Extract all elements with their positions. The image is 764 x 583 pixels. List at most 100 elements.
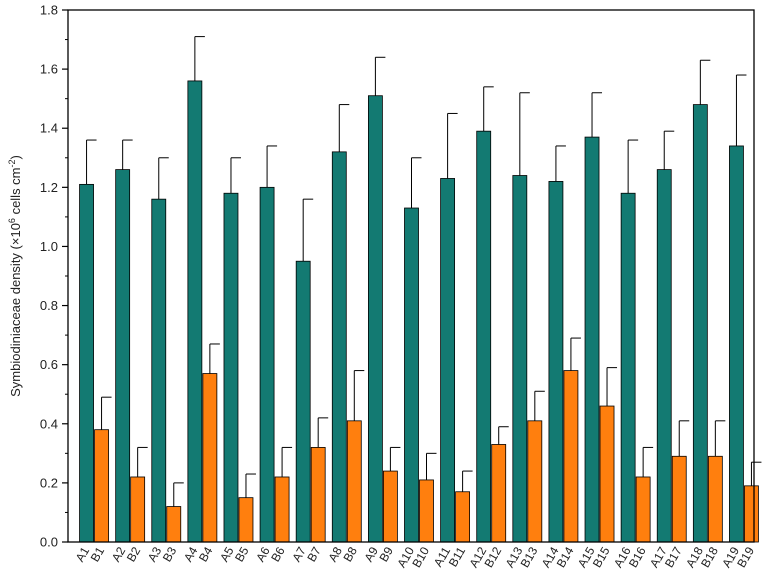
error-bar-B1: [101, 396, 112, 430]
bar-B15: [599, 405, 615, 543]
error-bar-A19: [735, 74, 747, 146]
error-bar-B19: [750, 461, 762, 486]
error-bar-A10: [411, 157, 422, 209]
bar-B5: [238, 497, 254, 543]
y-axis-label-exponent: 6: [7, 218, 17, 223]
error-bar-B4: [209, 343, 220, 374]
error-bar-A5: [230, 157, 241, 194]
error-bar-B17: [678, 420, 690, 457]
bar-A7: [295, 260, 311, 543]
bar-B2: [130, 476, 146, 543]
x-tick-label-B11: B11: [446, 544, 469, 569]
bar-B3: [166, 506, 182, 543]
error-bar-A7: [302, 198, 314, 262]
y-axis-label-exponent-2: -2: [7, 159, 17, 167]
bar-B12: [491, 444, 507, 543]
y-tick-label: 1.2: [40, 180, 58, 195]
x-tick-label-B18: B18: [698, 544, 721, 570]
error-bar-B15: [606, 367, 618, 407]
y-tick-label: 0.0: [40, 535, 58, 550]
bar-B16: [635, 476, 651, 543]
bar-A10: [404, 207, 419, 543]
bar-A1: [79, 183, 94, 543]
x-tick-label-B7: B7: [304, 544, 324, 564]
y-tick-label: 1.6: [40, 62, 58, 77]
x-tick-label-A3: A3: [145, 544, 165, 564]
bar-A5: [223, 192, 239, 543]
error-bar-B7: [317, 417, 329, 448]
bar-A17: [656, 169, 672, 543]
error-bar-B13: [534, 390, 545, 421]
bar-B10: [419, 479, 434, 543]
bar-B6: [274, 476, 290, 543]
error-bar-A6: [266, 145, 278, 188]
bar-B9: [382, 470, 398, 543]
x-tick-label-B8: B8: [340, 544, 360, 564]
error-bar-A4: [194, 36, 205, 81]
bars-layer: [79, 80, 759, 543]
bar-A16: [620, 192, 636, 543]
y-axis-label-prefix: Symbiodiniaceae density (×10: [8, 223, 23, 397]
x-tick-label-A1: A1: [73, 544, 93, 564]
bar-A6: [259, 186, 275, 543]
error-bar-B16: [642, 446, 654, 477]
error-bar-A13: [519, 92, 530, 176]
bar-A2: [115, 169, 131, 543]
error-bar-A2: [122, 139, 133, 170]
bar-A3: [151, 198, 167, 543]
x-tick-label-B13: B13: [518, 544, 541, 570]
error-bar-A18: [699, 59, 711, 105]
y-tick-label: 1.4: [40, 121, 58, 136]
bar-A11: [440, 178, 456, 543]
x-tick-label-A9: A9: [362, 544, 382, 564]
bar-B8: [346, 420, 362, 543]
x-tick-label-B15: B15: [590, 544, 613, 570]
x-tick-label-B14: B14: [554, 544, 577, 570]
bar-B11: [455, 491, 471, 543]
error-bar-B3: [173, 482, 184, 507]
x-tick-label-B1: B1: [88, 544, 108, 564]
error-bar-A1: [86, 139, 97, 185]
bar-B1: [94, 429, 109, 543]
y-axis-label: Symbiodiniaceae density (×106 cells cm-2…: [7, 155, 23, 397]
bar-A15: [584, 136, 600, 543]
x-tick-label-B17: B17: [662, 544, 685, 570]
x-tick-label-B4: B4: [196, 544, 216, 564]
x-tick-label-B2: B2: [124, 544, 144, 564]
bar-A14: [548, 181, 564, 543]
y-tick-label: 0.6: [40, 357, 58, 372]
bar-A13: [512, 175, 528, 543]
error-bar-A3: [158, 157, 169, 200]
error-bar-A17: [663, 130, 675, 170]
error-bar-A16: [627, 139, 639, 194]
bar-A19: [729, 145, 744, 543]
x-tick-label-B9: B9: [377, 544, 397, 564]
y-tick-label: 0.8: [40, 298, 58, 313]
y-axis-label-suffix: ): [8, 155, 23, 159]
bar-B19: [744, 485, 759, 543]
x-tick-label-B6: B6: [268, 544, 288, 564]
error-bar-B5: [245, 473, 256, 498]
error-bar-B18: [714, 420, 726, 457]
y-tick-label: 0.2: [40, 475, 58, 490]
x-tick-label-A8: A8: [325, 544, 345, 564]
bar-B14: [563, 370, 579, 543]
x-tick-label-A6: A6: [253, 544, 273, 564]
bar-B17: [671, 455, 687, 543]
x-tick-label-A7: A7: [289, 544, 309, 564]
error-bar-A8: [338, 104, 350, 152]
bar-B7: [310, 447, 326, 543]
bar-B18: [707, 455, 723, 543]
error-bar-B14: [570, 337, 581, 371]
bar-A18: [692, 104, 708, 543]
x-tick-label-B10: B10: [409, 544, 432, 570]
x-tick-label-B19: B19: [734, 544, 757, 570]
error-bar-A12: [483, 86, 494, 132]
bar-A4: [187, 80, 203, 543]
error-bar-B6: [281, 446, 293, 477]
x-tick-label-B16: B16: [626, 544, 649, 570]
bar-B4: [202, 373, 218, 543]
error-bar-B9: [389, 446, 401, 472]
